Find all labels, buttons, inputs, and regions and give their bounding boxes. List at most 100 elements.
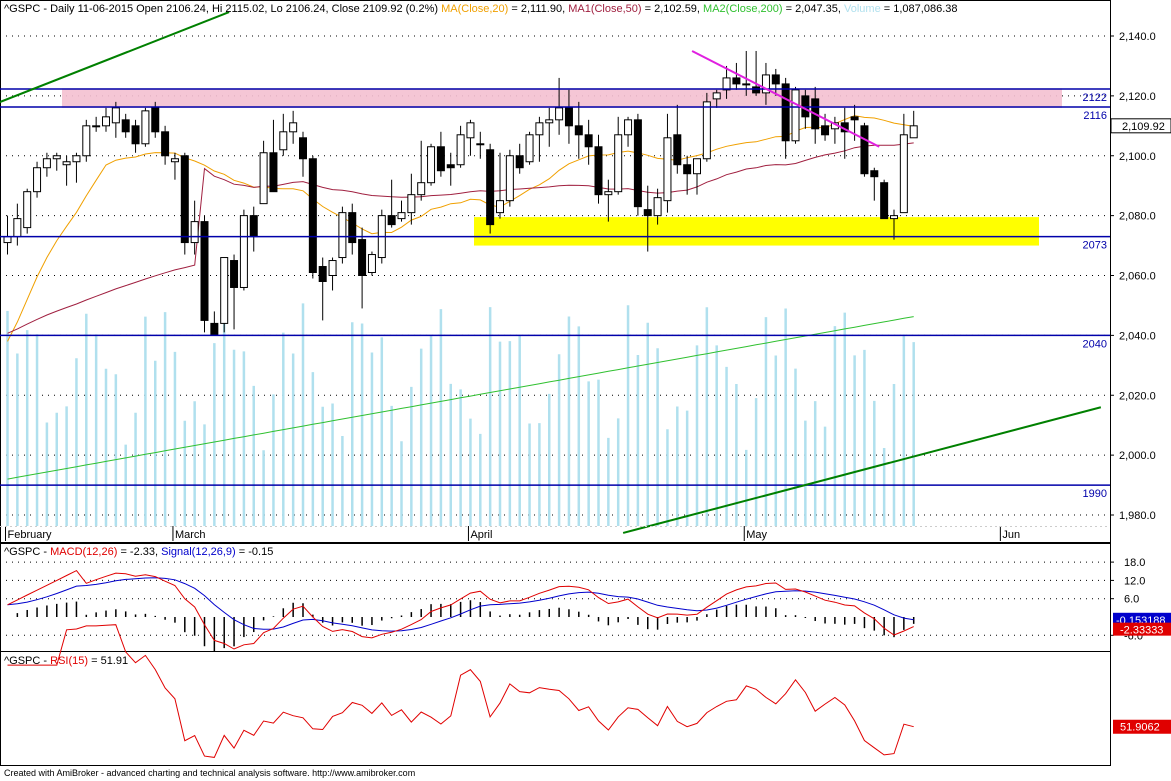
candle-body [121,119,130,133]
price-tick-label: 2,060.0 [1119,271,1156,283]
candle-body [555,107,564,121]
macd-value: = -2.33, [120,546,158,558]
price-tick-label: 2,140.0 [1119,31,1156,43]
candle-body [673,134,682,166]
candle-body [821,125,830,136]
candle-body [712,92,721,100]
price-tick-label: 2,040.0 [1119,330,1156,342]
candle-body [289,122,298,133]
candle-body [663,137,672,202]
price-tick-label: 2,080.0 [1119,211,1156,223]
support-zone [474,217,1039,246]
month-label: May [746,529,767,541]
ma200-value: = 2,047.35, [786,3,841,15]
macd-tick-label: 18.0 [1124,557,1145,569]
price-header: ^GSPC - Daily 11-06-2015 Open 2106.24, H… [4,3,958,15]
footer-credit: Created with AmiBroker - advanced charti… [4,768,416,778]
candle-body [446,164,455,169]
candle-body [633,119,642,208]
trendline-downtrend [691,50,880,148]
candle-body [436,146,445,172]
rsi-header: ^GSPC - RSI(15) = 51.91 [4,655,128,667]
volume-bars [6,303,915,526]
candle-body [23,191,32,229]
candle-body [239,215,248,288]
rsi-value-tag [1113,719,1171,734]
candle-body [860,125,869,175]
candle-body [279,131,288,151]
ma20-value: = 2,111.90, [511,3,565,15]
rsi-panel [0,651,1111,766]
resistance-zone [62,88,1062,108]
candle-body [427,146,436,184]
volume-legend: Volume [844,3,881,15]
candle-body [190,221,199,244]
candle-body [230,260,239,288]
candle-body [781,83,790,142]
candle-body [535,122,544,136]
macd-grid [0,561,1110,636]
macd-axis: 18.012.06.0-6.0-0.153188-2.33333 [1110,557,1171,642]
candle-body [269,152,278,193]
candle-body [259,152,268,205]
candle-body [899,134,908,214]
candle-body [407,194,416,214]
signal-legend: Signal(12,26,9) [161,546,236,558]
candle-body [752,86,761,94]
level-label: 2040 [1083,338,1107,350]
price-header-prefix: ^GSPC - Daily 11-06-2015 Open 2106.24, H… [4,3,438,15]
last-price-tag [1110,118,1171,134]
candle-body [328,260,337,276]
candle-body [170,158,179,163]
candle-body [338,212,347,259]
candle-body [13,218,22,238]
price-tick-label: 2,100.0 [1119,151,1156,163]
level-label: 1990 [1083,488,1107,500]
candle-body [33,167,42,193]
price-tick-label: 2,120.0 [1119,91,1156,103]
candle-body [466,122,475,139]
candle-body [614,134,623,193]
candle-body [564,107,573,127]
candle-body [486,149,495,226]
candle-body [318,266,327,282]
candle-body [496,200,504,214]
candle-body [52,155,61,160]
trendline-long-uptrend-upper [0,11,230,104]
ma200-line [7,316,914,480]
candle-body [348,212,357,244]
macd-tick-label: 6.0 [1124,594,1139,606]
moving-averages [7,115,914,480]
level-label: 2073 [1083,240,1107,252]
candle-body [604,191,613,196]
trendlines [0,11,1102,534]
candle-body [761,74,770,94]
signal-value-tag [1113,612,1171,626]
candle-body [200,221,209,321]
macd-value-label: -2.33333 [1120,625,1163,637]
month-label: February [8,529,53,541]
candle-body [220,257,229,324]
volume-value: = 1,087,086.38 [884,3,958,15]
horizontal-levels: 2122 2116 2073 2040 1990 [0,88,1110,500]
month-label: April [470,529,492,541]
price-tick-label: 1,980.0 [1119,510,1156,522]
candle-body [791,89,800,142]
ma50-line [7,142,914,334]
trendline-long-uptrend-lower [622,406,1102,534]
ma20-legend: MA(Close,20) [441,3,508,15]
macd-legend: MACD(12,26) [50,546,117,558]
rsi-axis: 51.9062 [1113,719,1171,734]
candle-body [683,164,692,175]
candle-body [387,215,396,226]
month-axis: February March April May Jun [0,526,1110,541]
month-label: Jun [1002,529,1020,541]
candle-body [210,322,219,336]
rsi-line [7,624,914,758]
level-label: 2116 [1083,110,1107,122]
candle-body [3,236,12,244]
candle-body [417,182,426,196]
candle-body [545,119,554,124]
macd-panel [0,543,1111,652]
candle-body [161,131,170,157]
